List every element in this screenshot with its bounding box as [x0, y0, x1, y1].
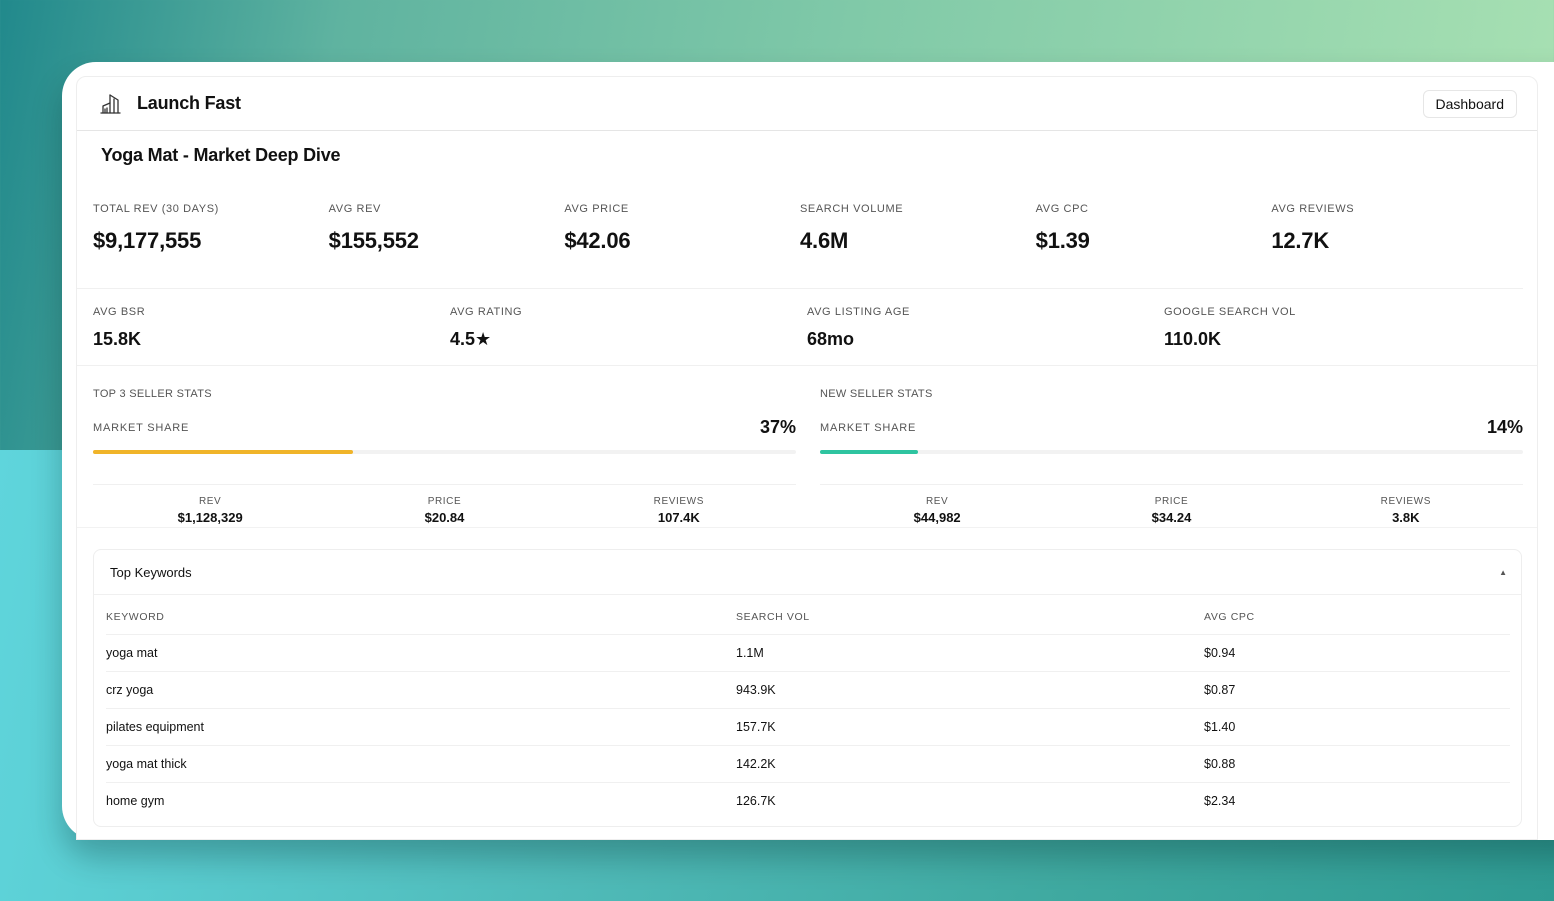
- stat-label: AVG BSR: [93, 306, 146, 318]
- primary-stats: TOTAL REV (30 DAYS) $9,177,555 AVG REV $…: [77, 189, 1523, 289]
- page-title: Yoga Mat - Market Deep Dive: [101, 145, 341, 165]
- keyword-cell: pilates equipment: [106, 708, 736, 746]
- search-vol-cell: 142.2K: [736, 745, 1204, 783]
- stat-value: $155,552: [328, 228, 419, 253]
- substat-value: $44,982: [913, 510, 961, 525]
- search-vol-cell: 943.9K: [736, 671, 1204, 709]
- stat-avg-listing-age: AVG LISTING AGE 68mo: [807, 306, 1164, 365]
- stat-label: AVG RATING: [450, 306, 523, 318]
- substat-value: $20.84: [424, 510, 465, 525]
- stat-value: 4.6M: [800, 228, 849, 253]
- stat-label: TOTAL REV (30 DAYS): [93, 203, 219, 215]
- dashboard-button[interactable]: Dashboard: [1422, 89, 1517, 118]
- stat-label: AVG REV: [328, 203, 381, 215]
- stat-search-volume: SEARCH VOLUME 4.6M: [800, 203, 1036, 288]
- market-share-label: MARKET SHARE: [93, 421, 190, 434]
- substat-value: 3.8K: [1392, 510, 1420, 525]
- market-share-bar: [820, 450, 1523, 454]
- column-header-avg-cpc: AVG CPC: [1204, 595, 1510, 635]
- stat-label: AVG LISTING AGE: [807, 306, 910, 318]
- top-bar: Launch Fast Dashboard: [77, 77, 1537, 131]
- stat-avg-rating: AVG RATING 4.5★: [450, 306, 807, 365]
- substat-value: $34.24: [1151, 510, 1192, 525]
- table-row: yoga mat thick 142.2K $0.88: [106, 745, 1510, 783]
- stat-value: $9,177,555: [93, 228, 202, 253]
- top-seller-stats: TOP 3 SELLER STATS MARKET SHARE 37% REV $…: [93, 366, 796, 527]
- table-header-row: KEYWORD SEARCH VOL AVG CPC: [106, 595, 1510, 635]
- stat-google-search-vol: GOOGLE SEARCH VOL 110.0K: [1164, 306, 1521, 365]
- avg-cpc-cell: $1.40: [1204, 708, 1510, 746]
- stat-label: AVG CPC: [1035, 203, 1089, 215]
- avg-cpc-cell: $0.88: [1204, 745, 1510, 783]
- stat-avg-bsr: AVG BSR 15.8K: [93, 306, 450, 365]
- top-keywords-title: Top Keywords: [110, 564, 192, 580]
- market-share-value: 14%: [1486, 417, 1523, 437]
- avg-cpc-cell: $0.94: [1204, 634, 1510, 672]
- stat-label: AVG REVIEWS: [1271, 203, 1355, 215]
- stat-avg-cpc: AVG CPC $1.39: [1036, 203, 1272, 288]
- top-keywords-toggle[interactable]: Top Keywords ▲: [94, 550, 1521, 595]
- building-chart-icon: [99, 92, 123, 116]
- main-panel: Launch Fast Dashboard Yoga Mat - Market …: [76, 76, 1538, 840]
- stat-value: 110.0K: [1164, 329, 1222, 349]
- substat-value: 107.4K: [657, 510, 700, 525]
- substat-label: REV: [925, 496, 949, 507]
- table-row: crz yoga 943.9K $0.87: [106, 671, 1510, 709]
- market-share-fill: [93, 450, 354, 454]
- column-header-keyword: KEYWORD: [106, 595, 736, 635]
- table-row: home gym 126.7K $2.34: [106, 782, 1510, 819]
- stat-value: 68mo: [807, 329, 855, 349]
- keyword-cell: home gym: [106, 793, 165, 808]
- substat-label: REVIEWS: [1380, 496, 1431, 507]
- substat-label: REV: [198, 496, 222, 507]
- table-row: pilates equipment 157.7K $1.40: [106, 708, 1510, 746]
- search-vol-cell: 157.7K: [736, 708, 1204, 746]
- avg-cpc-cell: $2.34: [1204, 793, 1236, 808]
- keyword-cell: yoga mat: [106, 634, 736, 672]
- top-keywords-card: Top Keywords ▲ KEYWORD SEARCH VOL AVG CP…: [93, 549, 1522, 827]
- substat-label: PRICE: [1154, 496, 1189, 507]
- stat-value: 4.5★: [450, 329, 492, 349]
- search-vol-cell: 1.1M: [736, 634, 1204, 672]
- stat-label: SEARCH VOLUME: [800, 203, 904, 215]
- seller-stats: TOP 3 SELLER STATS MARKET SHARE 37% REV $…: [77, 366, 1537, 528]
- section-title: TOP 3 SELLER STATS: [93, 388, 212, 400]
- substat-value: $1,128,329: [177, 510, 243, 525]
- new-seller-stats: NEW SELLER STATS MARKET SHARE 14% REV $44…: [820, 366, 1523, 527]
- keywords-table: KEYWORD SEARCH VOL AVG CPC yoga mat 1.1M…: [106, 595, 1510, 819]
- top-seller-substats: REV $1,128,329 PRICE $20.84 REVIEWS 107.4K: [93, 484, 796, 525]
- caret-up-icon[interactable]: ▲: [1499, 567, 1507, 577]
- stat-avg-reviews: AVG REVIEWS 12.7K: [1271, 203, 1507, 288]
- stat-total-rev: TOTAL REV (30 DAYS) $9,177,555: [93, 203, 329, 288]
- avg-cpc-cell: $0.87: [1204, 671, 1510, 709]
- market-share-row: MARKET SHARE 14%: [820, 417, 1523, 438]
- stat-value: 15.8K: [93, 329, 142, 349]
- market-share-value: 37%: [759, 417, 796, 437]
- app-window: Launch Fast Dashboard Yoga Mat - Market …: [62, 62, 1554, 840]
- substat-label: PRICE: [427, 496, 462, 507]
- stat-value: 12.7K: [1271, 228, 1330, 253]
- stat-value: $42.06: [564, 228, 631, 253]
- market-share-fill: [820, 450, 919, 454]
- market-share-row: MARKET SHARE 37%: [93, 417, 796, 438]
- new-seller-substats: REV $44,982 PRICE $34.24 REVIEWS 3.8K: [820, 484, 1523, 525]
- market-share-bar: [93, 450, 796, 454]
- keyword-cell: crz yoga: [106, 671, 736, 709]
- keyword-cell: yoga mat thick: [106, 745, 736, 783]
- table-row: yoga mat 1.1M $0.94: [106, 634, 1510, 672]
- app-title: Launch Fast: [137, 93, 241, 113]
- stat-label: GOOGLE SEARCH VOL: [1164, 306, 1296, 318]
- stat-value: $1.39: [1035, 228, 1090, 253]
- secondary-stats: AVG BSR 15.8K AVG RATING 4.5★ AVG LISTIN…: [77, 289, 1537, 366]
- stat-avg-price: AVG PRICE $42.06: [564, 203, 800, 288]
- stat-avg-rev: AVG REV $155,552: [329, 203, 565, 288]
- search-vol-cell: 126.7K: [736, 793, 776, 808]
- market-share-label: MARKET SHARE: [820, 421, 917, 434]
- stat-label: AVG PRICE: [564, 203, 629, 215]
- column-header-search-vol: SEARCH VOL: [736, 595, 1204, 635]
- substat-label: REVIEWS: [653, 496, 704, 507]
- section-title: NEW SELLER STATS: [820, 388, 933, 400]
